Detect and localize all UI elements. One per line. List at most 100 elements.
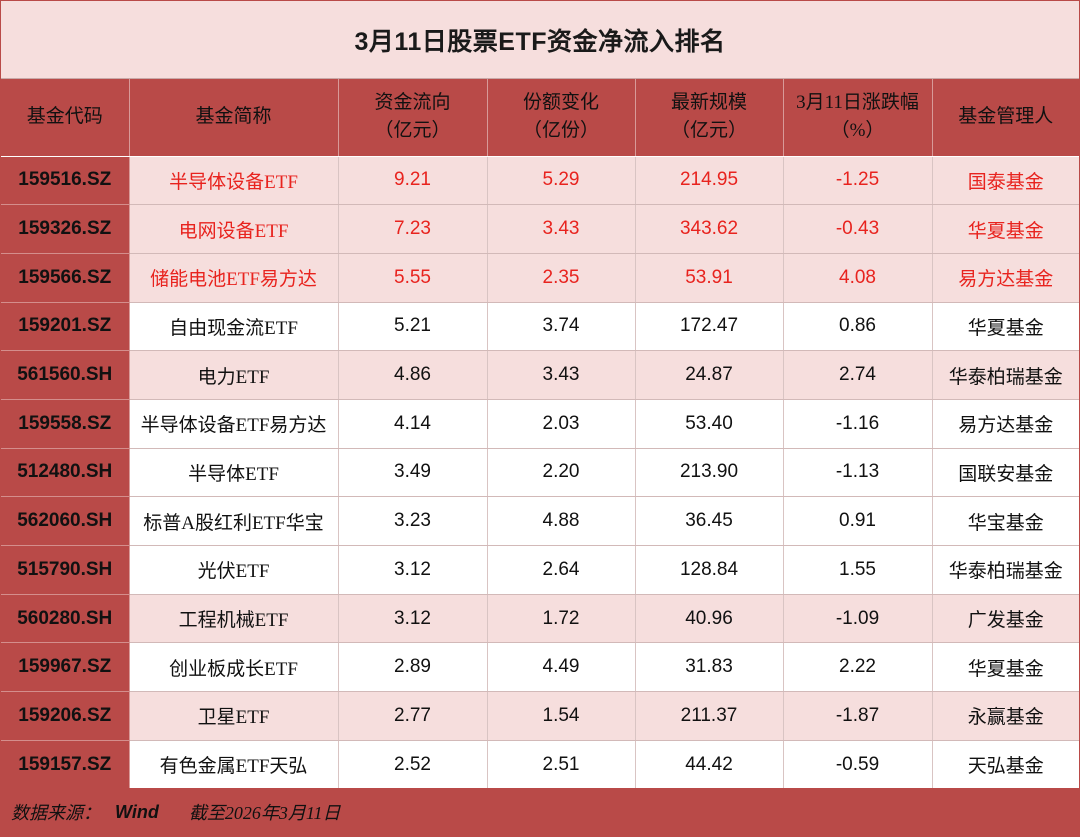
cell-latest-scale: 213.90 [635,448,784,498]
cell-pct-change: -1.09 [783,594,933,644]
cell-share-change: 1.72 [487,594,636,644]
cell-fund-code: 159326.SZ [1,204,130,254]
cell-fund-code: 159516.SZ [1,156,130,206]
cell-fund-name: 工程机械ETF [129,594,339,644]
cell-pct-change: -1.13 [783,448,933,498]
table-row: 159967.SZ 创业板成长ETF 2.89 4.49 31.83 2.22 华夏基金 [1,642,1079,693]
cell-latest-scale: 31.83 [635,642,784,693]
cell-fund-code: 562060.SH [1,496,130,546]
cell-pct-change: 2.74 [783,350,933,400]
cell-pct-change: 4.08 [783,253,933,303]
source-value: Wind [115,801,159,822]
cell-share-change: 2.20 [487,448,636,498]
cell-fund-name: 半导体设备ETF [129,156,339,206]
column-header-pct-change: 3月11日涨跌幅 （%） [783,79,933,157]
cell-fund-manager: 永赢基金 [932,691,1079,741]
cell-latest-scale: 24.87 [635,350,784,400]
table-row: 159516.SZ 半导体设备ETF 9.21 5.29 214.95 -1.25 国泰基金 [1,156,1079,206]
cell-fund-manager: 华泰柏瑞基金 [932,545,1079,595]
table-row: 159201.SZ 自由现金流ETF 5.21 3.74 172.47 0.86 华夏基金 [1,302,1079,352]
cell-fund-name: 有色金属ETF天弘 [129,740,339,790]
cell-latest-scale: 53.91 [635,253,784,303]
cell-fund-name: 卫星ETF [129,691,339,741]
cell-fund-flow: 5.21 [338,302,488,352]
cell-fund-name: 半导体设备ETF易方达 [129,399,339,449]
table-row: 159157.SZ 有色金属ETF天弘 2.52 2.51 44.42 -0.59 天弘基金 [1,740,1079,790]
cell-fund-manager: 国泰基金 [932,156,1079,206]
table-row: 561560.SH 电力ETF 4.86 3.43 24.87 2.74 华泰柏瑞基金 [1,350,1079,400]
cell-latest-scale: 36.45 [635,496,784,546]
cell-share-change: 2.03 [487,399,636,449]
cell-fund-flow: 3.12 [338,545,488,595]
cell-share-change: 3.43 [487,204,636,254]
cell-fund-flow: 5.55 [338,253,488,303]
column-header-share-change: 份额变化 （亿份） [487,79,636,157]
cell-fund-flow: 3.12 [338,594,488,644]
cell-fund-code: 512480.SH [1,448,130,498]
cell-latest-scale: 44.42 [635,740,784,790]
cell-fund-flow: 7.23 [338,204,488,254]
cell-latest-scale: 128.84 [635,545,784,595]
cell-fund-name: 创业板成长ETF [129,642,339,693]
table-row: 560280.SH 工程机械ETF 3.12 1.72 40.96 -1.09 广发基金 [1,594,1079,644]
cell-fund-manager: 华夏基金 [932,204,1079,254]
cell-fund-flow: 4.86 [338,350,488,400]
cell-fund-code: 159558.SZ [1,399,130,449]
column-header-name: 基金简称 [129,79,339,157]
cell-fund-manager: 广发基金 [932,594,1079,644]
cell-share-change: 3.74 [487,302,636,352]
table-row: 512480.SH 半导体ETF 3.49 2.20 213.90 -1.13 国联安基金 [1,448,1079,498]
cell-fund-manager: 国联安基金 [932,448,1079,498]
cell-fund-flow: 2.89 [338,642,488,693]
cell-fund-code: 515790.SH [1,545,130,595]
cell-fund-name: 电力ETF [129,350,339,400]
cell-fund-manager: 天弘基金 [932,740,1079,790]
cell-share-change: 3.43 [487,350,636,400]
cell-share-change: 4.49 [487,642,636,693]
cell-fund-code: 560280.SH [1,594,130,644]
cell-fund-name: 半导体ETF [129,448,339,498]
cell-pct-change: 0.86 [783,302,933,352]
cell-fund-code: 561560.SH [1,350,130,400]
cell-share-change: 1.54 [487,691,636,741]
cell-fund-flow: 2.77 [338,691,488,741]
cell-fund-manager: 华夏基金 [932,642,1079,693]
cell-fund-code: 159566.SZ [1,253,130,303]
cell-fund-name: 标普A股红利ETF华宝 [129,496,339,546]
cell-fund-manager: 华泰柏瑞基金 [932,350,1079,400]
cell-pct-change: -0.59 [783,740,933,790]
cell-fund-name: 光伏ETF [129,545,339,595]
cell-pct-change: 2.22 [783,642,933,693]
cell-pct-change: -1.25 [783,156,933,206]
cell-pct-change: -1.87 [783,691,933,741]
cell-fund-name: 自由现金流ETF [129,302,339,352]
source-footer: 数据来源： Wind 截至2026年3月11日 [1,788,1079,836]
cell-fund-flow: 3.23 [338,496,488,546]
cell-fund-manager: 华宝基金 [932,496,1079,546]
title-bar: 3月11日股票ETF资金净流入排名 [1,1,1079,79]
table-row: 159558.SZ 半导体设备ETF易方达 4.14 2.03 53.40 -1.16 易方… [1,399,1079,449]
cell-latest-scale: 40.96 [635,594,784,644]
table-row: 159566.SZ 储能电池ETF易方达 5.55 2.35 53.91 4.08 易方达基… [1,253,1079,303]
table-row: 515790.SH 光伏ETF 3.12 2.64 128.84 1.55 华泰柏瑞基金 [1,545,1079,595]
table-row: 159206.SZ 卫星ETF 2.77 1.54 211.37 -1.87 永赢基金 [1,691,1079,741]
cell-share-change: 2.64 [487,545,636,595]
as-of-date: 截至2026年3月11日 [188,803,341,823]
cell-share-change: 2.35 [487,253,636,303]
cell-fund-code: 159967.SZ [1,642,130,693]
cell-fund-code: 159201.SZ [1,302,130,352]
cell-fund-flow: 4.14 [338,399,488,449]
cell-fund-name: 电网设备ETF [129,204,339,254]
cell-latest-scale: 214.95 [635,156,784,206]
column-header-scale: 最新规模 （亿元） [635,79,784,157]
cell-latest-scale: 172.47 [635,302,784,352]
table-row: 159326.SZ 电网设备ETF 7.23 3.43 343.62 -0.43 华夏基金 [1,204,1079,254]
cell-fund-code: 159157.SZ [1,740,130,790]
cell-latest-scale: 53.40 [635,399,784,449]
cell-pct-change: 1.55 [783,545,933,595]
cell-pct-change: -0.43 [783,204,933,254]
cell-fund-flow: 3.49 [338,448,488,498]
table-body: 159516.SZ 半导体设备ETF 9.21 5.29 214.95 -1.25 国泰基金… [1,156,1079,790]
cell-latest-scale: 211.37 [635,691,784,741]
table-row: 562060.SH 标普A股红利ETF华宝 3.23 4.88 36.45 0.91 华宝基… [1,496,1079,546]
